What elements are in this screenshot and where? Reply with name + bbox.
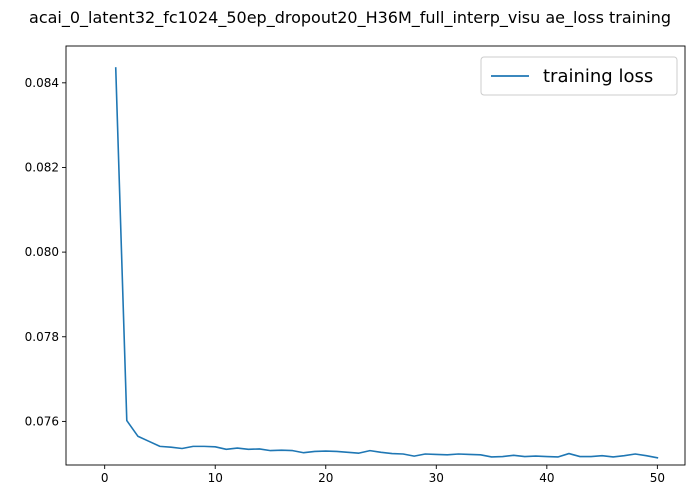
- legend: training loss: [480, 56, 678, 96]
- plot-area: [66, 46, 685, 465]
- x-tick-label: 50: [650, 471, 665, 485]
- y-tick-label: 0.082: [25, 160, 59, 174]
- axes-layer: 0 10 20 30 40 50 0.076 0.078 0.080 0.082 0.084: [25, 45, 686, 485]
- plot-background: [66, 46, 685, 465]
- series-line-0: [114, 67, 659, 459]
- chart-title: acai_0_latent32_fc1024_50ep_dropout20_H3…: [29, 8, 671, 27]
- y-tick-label: 0.078: [25, 330, 59, 344]
- series-layer: [114, 67, 659, 459]
- y-tick-label: 0.080: [25, 245, 59, 259]
- x-tick-label: 0: [101, 471, 109, 485]
- legend-label: training loss: [543, 66, 653, 87]
- legend-box: [480, 56, 678, 96]
- y-tick-label: 0.084: [25, 76, 59, 90]
- x-tick-label: 40: [539, 471, 554, 485]
- x-tick-label: 10: [208, 471, 223, 485]
- axes-frame: [65, 45, 686, 466]
- y-tick-label: 0.076: [25, 414, 59, 428]
- x-tick-label: 30: [429, 471, 444, 485]
- x-tick-label: 20: [318, 471, 333, 485]
